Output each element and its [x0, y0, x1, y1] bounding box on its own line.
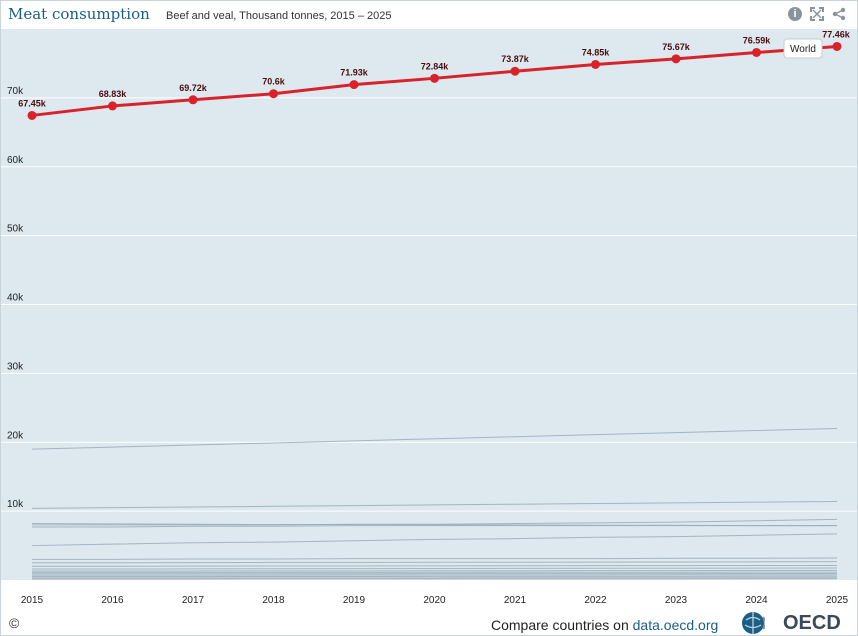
world-data-point [752, 47, 761, 57]
chart-title: Meat consumption [8, 5, 150, 23]
background-series-line [32, 569, 838, 572]
compare-text: Compare countries on data.oecd.org [491, 617, 718, 633]
y-tick-label: 10k [7, 499, 24, 510]
y-tick-label: 50k [7, 224, 24, 235]
x-tick-label: 2015 [21, 595, 44, 606]
world-data-point [349, 80, 359, 90]
x-tick-label: 2018 [262, 595, 285, 606]
world-data-point [591, 59, 600, 69]
share-icon-graphic [832, 7, 846, 21]
world-data-label: 75.67k [662, 42, 691, 52]
y-tick-label: 40k [7, 293, 24, 304]
chart-subtitle: Beef and veal, Thousand tonnes, 2015 – 2… [166, 10, 392, 22]
y-tick-label: 60k [7, 155, 24, 166]
share-icon[interactable] [832, 7, 846, 21]
x-tick-label: 2020 [423, 595, 446, 606]
fullscreen-icon-graphic [810, 7, 824, 21]
world-data-label: 74.85k [582, 47, 611, 57]
world-data-label: 71.93k [340, 68, 369, 78]
x-axis-ticks: 2015 2016 2017 2018 2019 2020 2021 2022 2023 2024… [21, 595, 849, 606]
background-series-line [32, 557, 838, 560]
background-series-line [31, 500, 838, 509]
world-data-labels: 67.45k 68.83k 69.72k 70.6k 71.93k 72.84k 73.87… [18, 29, 851, 108]
world-data-point [108, 101, 117, 111]
oecd-globe-icon [742, 612, 765, 634]
background-series-line [32, 567, 838, 570]
world-data-label: 70.6k [262, 77, 286, 87]
world-data-point [510, 66, 520, 76]
world-data-label: 77.46k [822, 29, 851, 39]
fullscreen-icon[interactable] [810, 7, 824, 21]
world-data-label: 72.84k [421, 61, 450, 71]
world-data-label: 68.83k [99, 89, 128, 99]
world-data-label: 73.87k [501, 54, 530, 64]
background-series [31, 427, 838, 580]
world-data-point [188, 95, 198, 105]
tooltip-box [783, 38, 823, 59]
y-axis-ticks: 10k 20k 30k 40k 50k 60k 70k [7, 86, 24, 510]
background-series-line [31, 533, 838, 547]
x-tick-label: 2017 [182, 595, 205, 606]
x-tick-label: 2023 [665, 595, 688, 606]
world-data-label: 69.72k [179, 83, 208, 93]
background-series-line [32, 564, 838, 567]
x-tick-label: 2022 [584, 595, 607, 606]
background-series-line [32, 561, 838, 564]
world-data-point [671, 54, 681, 64]
world-data-label: 67.45k [18, 98, 47, 108]
copyright-icon[interactable]: © [9, 615, 20, 631]
series-tooltip-world: World [783, 38, 823, 59]
chart-header: Meat consumption Beef and veal, Thousand… [1, 1, 857, 29]
background-series-line [31, 427, 838, 450]
background-series-line [32, 525, 837, 528]
line-chart: 10k 20k 30k 40k 50k 60k 70k 67.45k 68.83k 69.72k… [1, 29, 857, 606]
y-tick-label: 30k [7, 361, 24, 372]
oecd-data-link[interactable]: data.oecd.org [632, 617, 719, 633]
compare-label: Compare countries on [491, 617, 629, 633]
world-data-point [430, 73, 439, 83]
world-data-point [27, 110, 37, 120]
gridlines [1, 97, 857, 512]
world-data-label: 76.59k [743, 35, 772, 45]
x-tick-label: 2016 [101, 595, 124, 606]
y-tick-label: 70k [7, 86, 24, 97]
world-series[interactable] [27, 41, 842, 120]
tooltip-label: World [790, 44, 816, 55]
oecd-logo-text: OECD [783, 612, 841, 634]
x-tick-label: 2019 [343, 595, 366, 606]
background-series-line [32, 518, 838, 526]
chart-footer: © Compare countries on data.oecd.org OEC… [1, 609, 857, 635]
world-data-point [832, 41, 842, 51]
y-tick-label: 20k [7, 430, 24, 441]
x-tick-label: 2021 [504, 595, 527, 606]
x-tick-label: 2025 [826, 595, 849, 606]
world-data-point [269, 89, 278, 99]
x-tick-label: 2024 [745, 595, 768, 606]
info-icon[interactable]: i [788, 7, 802, 21]
